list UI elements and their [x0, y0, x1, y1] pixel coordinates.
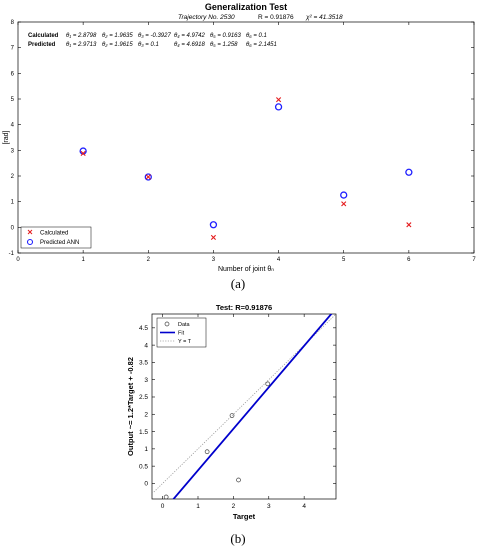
chart-title: Generalization Test: [205, 2, 287, 12]
predicted-point: [144, 173, 152, 181]
y-tick-label: 4: [144, 342, 148, 349]
annotation-value: θ₂ = 1.9635: [102, 33, 133, 39]
x-tick-label: 5: [342, 257, 346, 263]
calculated-point: [406, 222, 412, 228]
calculated-point-stroke: [275, 97, 282, 103]
annotation-value: θ₁ = 2.8798: [66, 33, 97, 39]
annotation-value: θ₄ = 4.6918: [174, 42, 206, 48]
y-tick-label: 4: [11, 123, 15, 129]
legend-box: [20, 226, 92, 249]
y-tick-label: 3.5: [139, 360, 148, 367]
y-tick-label: 1: [144, 446, 148, 453]
predicted-point: [405, 168, 413, 176]
calculated-point-stroke: [210, 234, 217, 241]
legend-marker-data: [164, 321, 170, 327]
x-tick-label: 4: [277, 257, 281, 263]
y-tick-label: 1: [11, 200, 15, 206]
x-tick-label: 4: [302, 503, 306, 510]
legend-label-fit: Fit: [178, 331, 185, 337]
legend-label-calculated: Calculated: [40, 231, 68, 237]
x-tick-label: 1: [196, 503, 200, 510]
annotation-value: θ₃ = -0.3927: [138, 33, 171, 39]
x-axis-label: Target: [233, 512, 256, 521]
annotation-value: θ₅ = 0.9163: [210, 33, 242, 39]
calculated-point: [210, 234, 217, 241]
y-tick-label: 1.5: [139, 429, 148, 436]
x-tick-label: 7: [472, 257, 476, 263]
x-tick-label: 2: [147, 257, 151, 263]
subtitle-r: R = 0.91876: [258, 14, 294, 21]
calculated-point-stroke: [406, 222, 412, 228]
x-tick-label: 3: [212, 257, 216, 263]
y-tick-label: 2: [144, 411, 148, 418]
legend-label-yt: Y = T: [178, 339, 192, 345]
x-tick-label: 2: [232, 503, 236, 510]
predicted-point: [274, 103, 283, 111]
legend-marker-calculated: [27, 229, 33, 235]
legend: Data Fit Y = T: [156, 317, 207, 348]
y-tick-label: 2.5: [139, 394, 148, 401]
legend: Calculated Predicted ANN: [20, 226, 92, 249]
calculated-point: [80, 150, 86, 157]
annotation-label: Calculated: [28, 33, 59, 39]
data-point: [163, 494, 169, 499]
chart-title: Test: R=0.91876: [216, 303, 272, 312]
y-tick-label: 0: [144, 481, 148, 488]
annotation-value: θ₂ = 1.9615: [102, 42, 133, 48]
legend-marker-predicted: [26, 238, 34, 246]
subtitle-chi2: χ² = 41.3518: [305, 14, 343, 21]
x-tick-label: 6: [407, 257, 411, 263]
annotation-value: θ₄ = 4.9742: [174, 33, 206, 39]
y-tick-label: 0.5: [139, 463, 148, 470]
y-tick-label: -1: [9, 251, 15, 257]
calculated-point: [145, 174, 151, 180]
caption-b: (b): [230, 531, 246, 546]
annotation-value: θ₅ = 1.258: [210, 42, 238, 48]
annotation-value: θ₁ = 2.9713: [66, 42, 97, 48]
data-point: [327, 309, 331, 313]
x-tick-label: 0: [16, 257, 20, 263]
x-tick-label: 3: [267, 503, 271, 510]
calculated-point: [341, 201, 347, 207]
data-point: [265, 381, 271, 387]
y-tick-label: 3: [144, 377, 148, 384]
y-tick-label: 5: [11, 97, 15, 103]
y-tick-label: 8: [11, 20, 15, 26]
y-tick-label: 7: [11, 46, 15, 52]
y-tick-label: 4.5: [139, 325, 148, 332]
data-point: [236, 477, 241, 483]
chart-a: Generalization Test Trajectory No. 2530 R …: [3, 2, 476, 273]
plot-content: [152, 309, 336, 499]
predicted-point: [209, 221, 218, 229]
annotation-value: θ₃ = 0.1: [138, 42, 159, 48]
subtitle-trajectory: Trajectory No. 2530: [178, 14, 235, 21]
caption-a: (a): [230, 276, 246, 291]
data-point: [229, 413, 235, 418]
legend-label-predicted: Predicted ANN: [40, 240, 79, 246]
y-tick-label: 0: [11, 225, 15, 231]
chart-b: Test: R=0.91876 0 1 2 3 4 0 0.5 1 1.5 2 2.5 3 3.5 4 4.5…: [126, 303, 337, 521]
plot-area: [17, 21, 475, 254]
legend-label-data: Data: [178, 322, 191, 328]
data-point: [204, 449, 210, 455]
y-axis-label: [rad]: [3, 130, 10, 144]
y-tick-label: 6: [11, 71, 15, 77]
x-tick-label: 0: [161, 503, 165, 510]
y-tick-label: 3: [11, 148, 15, 154]
calculated-point: [275, 97, 282, 103]
annotation-value: θ₆ = 2.1451: [246, 42, 277, 48]
predicted-point: [340, 191, 348, 199]
x-tick-label: 1: [81, 257, 85, 263]
fit-line: [172, 314, 333, 499]
annotation-value: θ₆ = 0.1: [246, 33, 267, 39]
x-axis-label: Number of joint θₙ: [218, 266, 274, 273]
calculated-point-stroke: [341, 201, 347, 207]
y-tick-label: 2: [11, 174, 15, 180]
annotation-label: Predicted: [28, 42, 56, 48]
calculated-point-stroke: [145, 174, 151, 180]
calculated-point-stroke: [80, 150, 86, 157]
y-axis-label: Output ~= 1.2*Target + -0.82: [126, 357, 135, 456]
